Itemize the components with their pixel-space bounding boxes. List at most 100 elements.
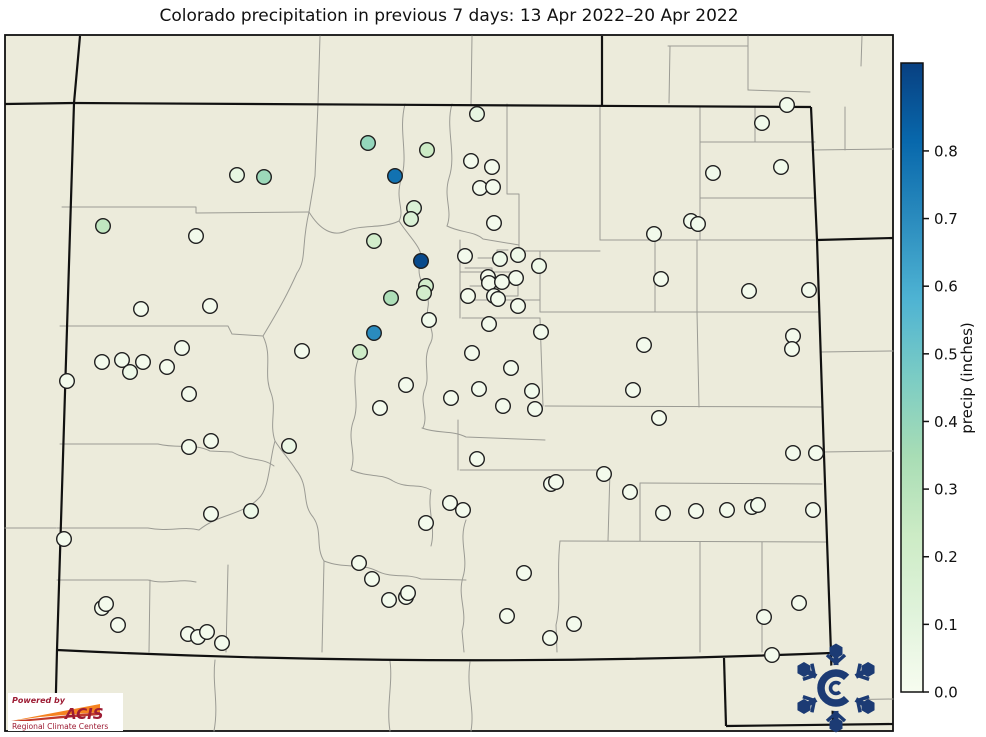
station-point: [242, 503, 259, 520]
station-point: [256, 168, 273, 185]
colorbar-gradient: [900, 62, 924, 693]
colorbar-tick-label: 0.1: [934, 616, 958, 634]
snowflake-arm-tip-hexagon: [861, 698, 875, 715]
station-point: [527, 401, 544, 418]
station-point: [741, 283, 758, 300]
station-point: [773, 158, 790, 175]
station-point: [93, 354, 110, 371]
state-line-south: [56, 648, 832, 662]
snowflake-arm-line: [802, 695, 815, 703]
station-point: [566, 616, 583, 633]
station-point: [531, 258, 548, 275]
station-point: [779, 96, 796, 113]
station-point: [351, 555, 368, 572]
snowflake-arm-line: [855, 663, 862, 676]
colorbar: 0.0 0.1 0.2 0.3 0.4 0.5 0.6 0.7 0.8 precip (inch…: [900, 62, 976, 702]
snowflake-arm-line: [834, 711, 847, 723]
station-point: [158, 359, 175, 376]
colorbar-tick-label: 0.4: [934, 413, 958, 431]
station-point: [134, 354, 151, 371]
snowflake-arm: [797, 661, 822, 682]
station-point: [516, 565, 533, 582]
station-point: [533, 324, 550, 341]
station-point: [495, 398, 512, 415]
station-points: [56, 96, 825, 664]
station-point: [688, 503, 705, 520]
snowflake-arm-tip-hexagon: [829, 643, 843, 659]
station-point: [463, 152, 480, 169]
acis-name-text: ACIS: [64, 705, 104, 723]
station-point: [785, 445, 802, 462]
station-point: [651, 410, 668, 427]
station-point: [625, 382, 642, 399]
station-point: [485, 178, 502, 195]
snowflake-arm-line: [857, 695, 870, 703]
snowflake-arm-line: [857, 673, 870, 681]
snowflake-arm-line: [825, 711, 838, 723]
acis-powered-by-text: Powered by: [12, 696, 66, 705]
station-point: [481, 316, 498, 333]
station-point: [646, 225, 663, 242]
snowflake-arm-tip-hexagon: [829, 717, 843, 733]
station-point: [494, 274, 511, 291]
station-point: [756, 609, 773, 626]
station-point: [109, 617, 126, 634]
station-point: [213, 635, 230, 652]
colorbar-tick-label: 0.6: [934, 278, 958, 296]
station-point: [636, 337, 653, 354]
station-point: [364, 571, 381, 588]
colorbar-label: precip (inches): [958, 322, 976, 433]
station-point: [503, 360, 520, 377]
station-point: [455, 502, 472, 519]
station-point: [464, 345, 481, 362]
snowflake-arm-line: [810, 700, 817, 713]
station-point: [360, 134, 377, 151]
station-point: [201, 298, 218, 315]
station-point: [690, 215, 707, 232]
station-point: [457, 247, 474, 264]
station-point: [705, 164, 722, 181]
station-point: [719, 502, 736, 519]
station-point: [281, 438, 298, 455]
snowflake-arm-line: [825, 653, 838, 665]
station-point: [398, 377, 415, 394]
snowflake-arm-line: [802, 673, 815, 681]
colorbar-tick-label: 0.7: [934, 210, 958, 228]
station-point: [653, 271, 670, 288]
station-point: [469, 451, 486, 468]
station-point: [180, 439, 197, 456]
map-background: [4, 34, 894, 732]
state-line-tx-north: [725, 722, 894, 728]
snowflake-arm-tip-hexagon: [861, 661, 875, 678]
station-point: [94, 217, 111, 234]
state-line-nm-ok: [722, 657, 728, 727]
station-point: [187, 227, 204, 244]
station-point: [508, 270, 525, 287]
acis-logo: Powered by ACIS Regional Climate Centers: [8, 693, 123, 731]
snowflake-arm-tip-hexagon: [797, 698, 811, 715]
station-point: [510, 246, 527, 263]
colorbar-tick-label: 0.8: [934, 142, 958, 160]
acis-swoosh-underline-icon: [11, 712, 100, 721]
station-point: [542, 630, 559, 647]
station-point: [198, 624, 215, 641]
station-point: [132, 301, 149, 318]
station-point: [622, 484, 639, 501]
station-point: [442, 495, 459, 512]
snowflake-icon: [797, 643, 875, 733]
snowflake-inner-c: [828, 680, 842, 696]
figure-title: Colorado precipitation in previous 7 day…: [159, 6, 738, 26]
station-point: [180, 386, 197, 403]
snowflake-outer-c: [817, 669, 850, 707]
snowflake-arm-line: [810, 663, 817, 676]
station-point: [403, 210, 420, 227]
station-point: [421, 312, 438, 329]
station-point: [418, 515, 435, 532]
station-point: [372, 400, 389, 417]
station-point: [548, 474, 565, 491]
colorbar-tick-label: 0.5: [934, 345, 958, 363]
station-point: [655, 505, 672, 522]
station-point: [486, 214, 503, 231]
station-point: [484, 158, 501, 175]
